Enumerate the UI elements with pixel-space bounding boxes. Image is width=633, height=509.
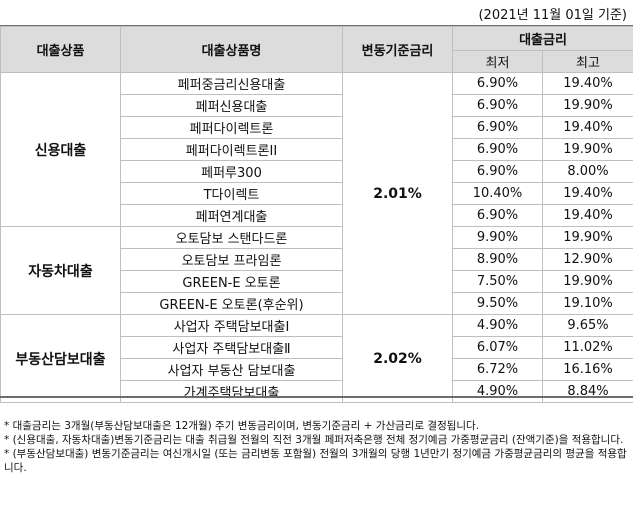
min-rate: 6.90% — [452, 116, 543, 139]
max-rate: 19.90% — [542, 226, 633, 249]
base-rate-real-estate: 2.02% — [342, 314, 453, 403]
header-base-rate: 변동기준금리 — [342, 26, 453, 73]
footnote: * (신용대출, 자동차대출)변동기준금리는 대출 취급월 전월의 직전 3개월… — [4, 434, 624, 446]
product-name: 페퍼루300 — [120, 160, 343, 183]
min-rate: 8.90% — [452, 248, 543, 271]
product-name: 오토담보 프라임론 — [120, 248, 343, 271]
max-rate: 19.90% — [542, 94, 633, 117]
product-name: GREEN-E 오토론(후순위) — [120, 292, 343, 315]
min-rate: 9.90% — [452, 226, 543, 249]
header-product-name: 대출상품명 — [120, 26, 343, 73]
table-row: 페퍼루300 6.90% 8.00% — [1, 160, 633, 183]
table-row: 부동산담보대출 사업자 주택담보대출Ⅰ 2.02% 4.90% 9.65% — [0, 314, 633, 403]
min-rate: 6.90% — [452, 72, 543, 95]
max-rate: 9.65% — [542, 314, 633, 337]
table-row: 사업자 부동산 담보대출 6.72% 16.16% — [1, 358, 633, 381]
product-name: GREEN-E 오토론 — [120, 270, 343, 293]
max-rate: 19.90% — [542, 270, 633, 293]
loan-rate-table: 대출상품 대출상품명 변동기준금리 대출금리 최저 최고 신용대출 페퍼중금리신… — [0, 26, 633, 403]
product-name: 가계주택담보대출 — [120, 380, 343, 403]
product-name: 페퍼연계대출 — [120, 204, 343, 227]
max-rate: 19.40% — [542, 204, 633, 227]
table-row: GREEN-E 오토론 7.50% 19.90% — [1, 270, 633, 293]
max-rate: 19.40% — [542, 182, 633, 205]
header-loan-rate: 대출금리 — [452, 26, 633, 51]
product-name: 페퍼신용대출 — [120, 94, 343, 117]
footnotes: * 대출금리는 3개월(부동산담보대출은 12개월) 주기 변동금리이며, 변동… — [4, 419, 630, 475]
table-row: 사업자 주택담보대출Ⅱ 6.07% 11.02% — [1, 336, 633, 359]
max-rate: 19.10% — [542, 292, 633, 315]
min-rate: 9.50% — [452, 292, 543, 315]
max-rate: 19.40% — [542, 72, 633, 95]
group-real-estate-loan: 부동산담보대출 — [0, 314, 121, 403]
min-rate: 6.72% — [452, 358, 543, 381]
product-name: 사업자 주택담보대출Ⅰ — [120, 314, 343, 337]
group-credit-loan: 신용대출 — [0, 72, 121, 227]
product-name: 사업자 주택담보대출Ⅱ — [120, 336, 343, 359]
product-name: 페퍼다이렉트론 — [120, 116, 343, 139]
product-name: T다이렉트 — [120, 182, 343, 205]
min-rate: 6.90% — [452, 138, 543, 161]
max-rate: 8.84% — [542, 380, 633, 403]
table-row: 신용대출 페퍼중금리신용대출 2.01% 6.90% 19.40% — [0, 72, 633, 315]
table-row: 자동차대출 오토담보 스탠다드론 9.90% 19.90% — [0, 226, 633, 315]
min-rate: 4.90% — [452, 314, 543, 337]
footnote: * (부동산담보대출) 변동기준금리는 여신개시일 (또는 금리변동 포함월) … — [4, 448, 627, 474]
max-rate: 16.16% — [542, 358, 633, 381]
reference-date: (2021년 11월 01일 기준) — [478, 8, 627, 23]
max-rate: 8.00% — [542, 160, 633, 183]
min-rate: 10.40% — [452, 182, 543, 205]
footnote: * 대출금리는 3개월(부동산담보대출은 12개월) 주기 변동금리이며, 변동… — [4, 420, 480, 432]
table-row: GREEN-E 오토론(후순위) 9.50% 19.10% — [1, 292, 633, 315]
max-rate: 19.90% — [542, 138, 633, 161]
table-row: 오토담보 프라임론 8.90% 12.90% — [1, 248, 633, 271]
table-row: 페퍼연계대출 6.90% 19.40% — [1, 204, 633, 227]
product-name: 오토담보 스탠다드론 — [120, 226, 343, 249]
min-rate: 6.90% — [452, 160, 543, 183]
min-rate: 4.90% — [452, 380, 543, 403]
min-rate: 6.90% — [452, 204, 543, 227]
header-min: 최저 — [452, 50, 543, 73]
min-rate: 7.50% — [452, 270, 543, 293]
min-rate: 6.07% — [452, 336, 543, 359]
bottom-rule — [0, 396, 633, 398]
group-auto-loan: 자동차대출 — [0, 226, 121, 315]
table-row: 페퍼신용대출 6.90% 19.90% — [1, 94, 633, 117]
base-rate-credit-auto: 2.01% — [342, 72, 453, 315]
max-rate: 11.02% — [542, 336, 633, 359]
product-name: 사업자 부동산 담보대출 — [120, 358, 343, 381]
product-name: 페퍼중금리신용대출 — [120, 72, 343, 95]
header-product: 대출상품 — [0, 26, 121, 73]
product-name: 페퍼다이렉트론II — [120, 138, 343, 161]
table-row: T다이렉트 10.40% 19.40% — [1, 182, 633, 205]
header-max: 최고 — [542, 50, 633, 73]
min-rate: 6.90% — [452, 94, 543, 117]
max-rate: 19.40% — [542, 116, 633, 139]
table-row: 페퍼다이렉트론II 6.90% 19.90% — [1, 138, 633, 161]
max-rate: 12.90% — [542, 248, 633, 271]
